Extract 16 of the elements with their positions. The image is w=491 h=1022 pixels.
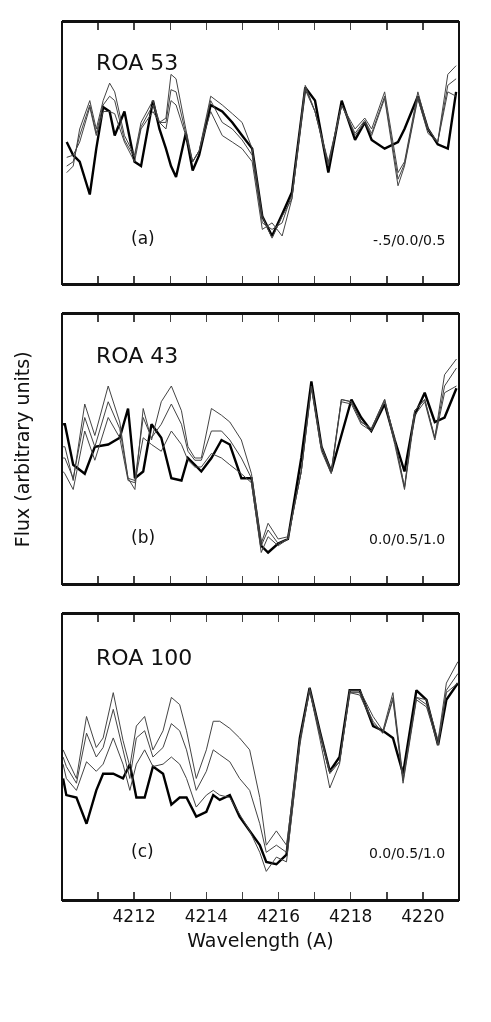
annotation: (c) xyxy=(131,841,154,861)
annotation: -.5/0.0/0.5 xyxy=(373,232,446,248)
annotation: 0.0/0.5/1.0 xyxy=(369,845,446,861)
x-tick-label: 4212 xyxy=(112,906,156,927)
annotation: ROA 100 xyxy=(96,645,193,670)
x-tick-label: 4214 xyxy=(184,906,228,927)
x-tick-label: 4218 xyxy=(329,906,373,927)
annotation: ROA 53 xyxy=(96,50,179,75)
annotation: ROA 43 xyxy=(96,343,179,368)
annotation: (b) xyxy=(131,527,156,547)
x-tick-label: 4216 xyxy=(256,906,301,927)
annotation: 0.0/0.5/1.0 xyxy=(369,531,446,547)
x-tick-label: 4220 xyxy=(401,906,445,927)
annotation: (a) xyxy=(131,228,155,248)
x-axis-title: Wavelength (A) xyxy=(187,928,334,951)
y-axis-title: Flux (arbitrary units) xyxy=(11,351,34,548)
